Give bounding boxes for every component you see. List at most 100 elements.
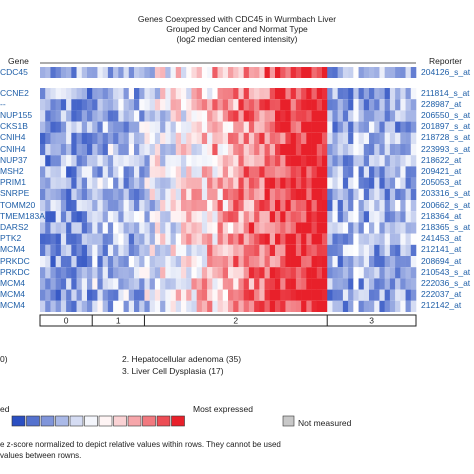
gene-row-cell	[149, 144, 156, 156]
gene-row-cell	[134, 88, 140, 100]
gene-row-cell	[285, 222, 291, 234]
gene-row-cell	[337, 278, 344, 290]
gene-row-cell	[45, 211, 51, 223]
gene-row-cell	[363, 88, 370, 100]
gene-row-cell	[369, 244, 375, 256]
gene-row-cell	[175, 177, 182, 189]
gene-row-cell	[363, 256, 370, 268]
gene-row-cell	[207, 132, 213, 144]
gene-row-cell	[60, 278, 67, 290]
gene-row-cell	[81, 155, 88, 167]
gene-row-cell	[186, 177, 192, 189]
gene-row-cell	[316, 188, 323, 200]
gene-row-cell	[81, 177, 88, 189]
gene-row-cell	[45, 144, 51, 156]
gene-row-cell	[71, 233, 77, 245]
gene-row-cell	[301, 144, 307, 156]
reporter-label: 218728_s_at	[421, 132, 471, 143]
gene-row-cell	[118, 99, 124, 111]
gene-row-cell	[295, 222, 302, 234]
gene-row-cell	[228, 144, 234, 156]
gene-row-cell	[400, 289, 406, 301]
gene-row-cell	[201, 166, 208, 178]
gene-row-cell	[102, 267, 109, 279]
gene-row-cell	[102, 99, 109, 111]
gene-row-cell	[134, 289, 140, 301]
gene-row-cell	[107, 289, 114, 301]
gene-row-cell	[389, 300, 396, 312]
gene-row-cell	[97, 222, 103, 234]
gene-row-cell	[181, 233, 187, 245]
gene-row-cell	[295, 99, 302, 111]
gene-row-cell	[81, 233, 88, 245]
query-row-cell	[395, 67, 401, 78]
gene-row-cell	[40, 233, 46, 245]
gene-row-cell	[134, 110, 140, 122]
gene-row-cell	[400, 166, 406, 178]
gene-row-cell	[123, 289, 130, 301]
gene-row-cell	[45, 155, 51, 167]
gene-row-cell	[405, 132, 412, 144]
query-row-cell	[81, 67, 88, 78]
gene-row-cell	[233, 278, 239, 290]
gene-row-cell	[342, 132, 349, 144]
gene-row-cell	[212, 132, 218, 144]
gene-row-cell	[55, 267, 62, 279]
gene-row-cell	[358, 144, 365, 156]
gene-row-cell	[71, 166, 77, 178]
gene-row-cell	[290, 121, 297, 133]
gene-row-cell	[181, 188, 187, 200]
reporter-column-header: Reporter	[429, 56, 463, 66]
gene-row-cell	[254, 144, 260, 156]
gene-row-cell	[92, 155, 98, 167]
gene-row-cell	[160, 200, 166, 212]
gene-row-cell	[175, 278, 182, 290]
gene-row-cell	[76, 256, 83, 268]
gene-row-cell	[405, 267, 412, 279]
gene-row-cell	[160, 300, 166, 312]
gene-row-cell	[50, 144, 56, 156]
gene-row-cell	[196, 211, 203, 223]
gene-row-cell	[92, 222, 98, 234]
gene-row-cell	[66, 166, 72, 178]
gene-row-cell	[175, 222, 182, 234]
gene-row-cell	[92, 244, 98, 256]
gene-row-cell	[311, 300, 318, 312]
gene-row-cell	[196, 300, 203, 312]
gene-row-cell	[389, 222, 396, 234]
gene-row-cell	[332, 155, 338, 167]
gene-row-cell	[113, 144, 119, 156]
gene-row-cell	[45, 200, 51, 212]
gene-row-cell	[254, 278, 260, 290]
gene-row-cell	[97, 177, 103, 189]
gene-row-cell	[154, 222, 161, 234]
gene-row-cell	[97, 110, 103, 122]
gene-row-cell	[92, 99, 98, 111]
gene-row-cell	[316, 110, 323, 122]
gene-row-cell	[280, 256, 286, 268]
gene-row-cell	[165, 166, 171, 178]
gene-row-cell	[248, 188, 255, 200]
gene-row-cell	[248, 278, 255, 290]
gene-row-cell	[374, 177, 380, 189]
gene-row-cell	[405, 155, 412, 167]
gene-row-cell	[369, 278, 375, 290]
gene-row-cell	[40, 300, 46, 312]
gene-row-cell	[196, 121, 203, 133]
gene-row-cell	[165, 267, 171, 279]
gene-row-cell	[186, 222, 192, 234]
gene-row-cell	[191, 289, 197, 301]
gene-row-cell	[348, 166, 354, 178]
gene-row-cell	[107, 166, 114, 178]
gene-row-cell	[348, 188, 354, 200]
gene-row-cell	[374, 267, 380, 279]
gene-row-cell	[379, 222, 385, 234]
gene-row-cell	[316, 222, 323, 234]
gene-row-cell	[264, 233, 271, 245]
gene-column-header: Gene	[8, 56, 29, 66]
gene-row-cell	[363, 267, 370, 279]
gene-row-cell	[374, 110, 380, 122]
legend-swatch	[84, 415, 98, 427]
gene-row-cell	[269, 88, 276, 100]
query-row-cell	[295, 67, 302, 78]
